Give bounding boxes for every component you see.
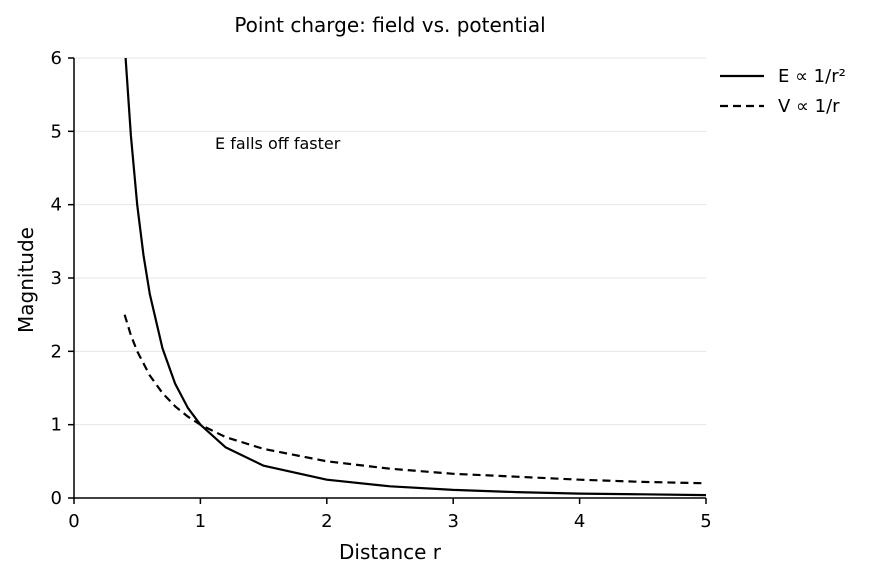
x-tick-label-0: 0 (68, 511, 79, 532)
legend: E ∝ 1/r² V ∝ 1/r (720, 66, 846, 117)
annotation-text: E falls off faster (215, 134, 341, 153)
grid (74, 57, 706, 499)
chart-title: Point charge: field vs. potential (234, 13, 545, 37)
y-tick-label-5: 5 (51, 121, 62, 142)
series-line-field (124, 57, 707, 497)
y-tick-label-3: 3 (51, 268, 62, 289)
series-line-potential (123, 314, 707, 485)
y-tick-label-6: 6 (51, 48, 62, 69)
x-tick-label-3: 3 (447, 511, 458, 532)
x-tick-label-1: 1 (195, 511, 206, 532)
x-tick-label-2: 2 (321, 511, 332, 532)
x-tick-label-5: 5 (700, 511, 711, 532)
y-tick-label-0: 0 (51, 488, 62, 509)
y-axis-label: Magnitude (14, 227, 38, 333)
y-tick-label-4: 4 (51, 195, 62, 216)
x-ticks: 0 1 2 3 4 5 (68, 498, 712, 532)
y-ticks: 0 1 2 3 4 5 6 (51, 48, 74, 509)
y-tick-label-1: 1 (51, 415, 62, 436)
x-axis-label: Distance r (339, 540, 442, 564)
x-tick-label-4: 4 (574, 511, 585, 532)
legend-label-1: V ∝ 1/r (778, 96, 840, 117)
y-tick-label-2: 2 (51, 341, 62, 362)
legend-label-0: E ∝ 1/r² (778, 66, 846, 87)
plot-lines (123, 57, 707, 497)
